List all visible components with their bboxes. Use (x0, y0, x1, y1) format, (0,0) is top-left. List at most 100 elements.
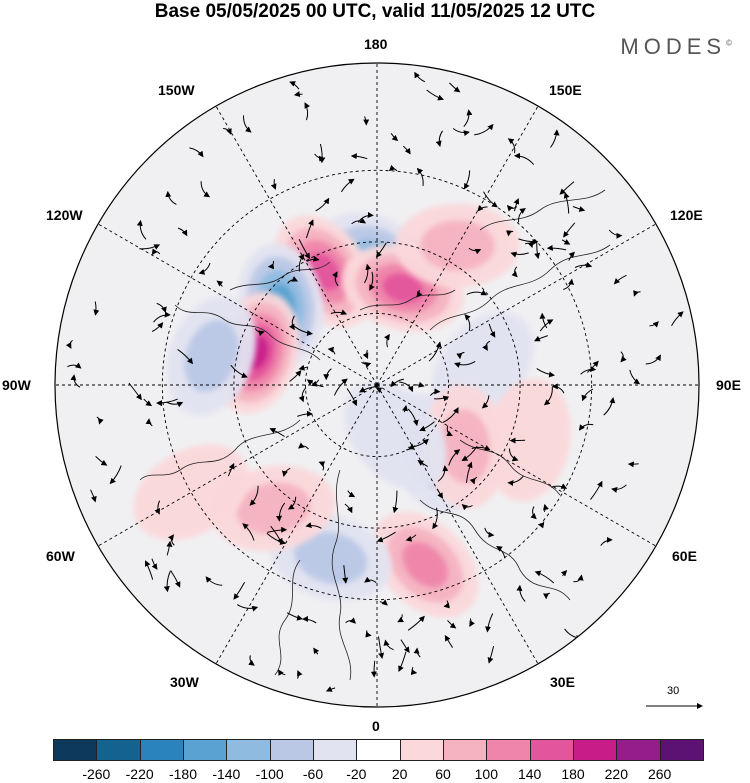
coastline (174, 304, 321, 361)
wind-vector (363, 116, 370, 126)
colorbar-bin (226, 739, 271, 761)
wind-vector (297, 410, 313, 417)
wind-vector (546, 244, 567, 251)
wind-vector (448, 449, 461, 466)
wind-vector (509, 448, 519, 462)
wind-vector (166, 540, 173, 556)
wind-vector (578, 423, 594, 431)
wind-vector (200, 181, 211, 198)
wind-vector (414, 381, 425, 388)
map-title: Base 05/05/2025 00 UTC, valid 11/05/2025… (154, 1, 596, 22)
wind-vector (407, 408, 419, 427)
wind-vector (471, 444, 491, 451)
wind-vector (276, 502, 286, 522)
wind-vector (289, 315, 295, 331)
wind-vector (128, 382, 142, 401)
wind-vector (442, 407, 459, 424)
wind-vector (90, 489, 97, 503)
wind-vector (572, 206, 586, 212)
wind-vector (417, 460, 428, 468)
wind-vector (603, 397, 616, 416)
wind-vector (398, 651, 407, 673)
wind-vector (95, 456, 108, 466)
wind-vector (277, 669, 286, 676)
wind-vector (563, 278, 574, 290)
wind-vector (347, 490, 356, 498)
wind-vectors (65, 71, 684, 692)
wind-vector (145, 560, 154, 580)
wind-vector (446, 425, 453, 437)
reference-vector-label: 30 (667, 685, 680, 697)
wind-vector (156, 302, 167, 313)
wind-vector (496, 545, 506, 559)
wind-vector (156, 398, 178, 407)
wind-vector (216, 280, 224, 287)
wind-vector (327, 346, 336, 355)
wind-vector (362, 349, 369, 360)
wind-vector (397, 614, 404, 623)
wind-vector (270, 525, 283, 545)
colorbar-tick-label: 100 (474, 766, 499, 782)
wind-vector (330, 309, 348, 315)
wind-vector (298, 387, 307, 403)
colorbar-bin (486, 739, 531, 761)
lon-label-90w: 90W (2, 377, 31, 393)
coastline (479, 189, 606, 231)
lon-label-150e: 150E (549, 82, 582, 98)
wind-vector (230, 364, 248, 379)
wind-vector (242, 523, 255, 541)
wind-vector (530, 506, 537, 520)
coastline (139, 419, 301, 481)
wind-vector (289, 81, 300, 90)
wind-vector (198, 262, 211, 275)
wind-vector (378, 636, 385, 659)
colorbar-tick-label: -140 (212, 766, 241, 782)
wind-vector (443, 600, 450, 609)
wind-vector (550, 129, 560, 148)
wind-vector (488, 323, 496, 338)
wind-vector (151, 322, 164, 332)
wind-vector (370, 660, 377, 678)
wind-vector (165, 190, 177, 205)
colorbar-tick-label: 140 (517, 766, 542, 782)
wind-vector (429, 388, 441, 396)
wind-vector (414, 71, 426, 83)
wind-vector (281, 467, 291, 477)
wind-vector (469, 618, 475, 627)
coastline (274, 559, 301, 676)
wind-vector (543, 386, 553, 406)
colorbar-tick-label: 220 (604, 766, 629, 782)
wind-vector (456, 351, 465, 360)
wind-vector (416, 289, 423, 298)
anomaly-contour (236, 482, 311, 534)
colorbar-tick-label: -180 (168, 766, 198, 782)
colorbar-bin (443, 739, 488, 761)
colorbar-tick-label: -60 (302, 766, 324, 782)
wind-vector (483, 191, 498, 208)
lon-label-0: 0 (372, 718, 380, 734)
wind-vector (298, 442, 309, 450)
wind-vector (407, 615, 425, 631)
wind-vector (461, 504, 473, 511)
wind-vector (542, 592, 550, 600)
wind-vector (267, 526, 288, 533)
wind-vector (449, 82, 461, 93)
wind-vector (236, 604, 259, 612)
wind-vector (466, 289, 488, 296)
wind-vector (452, 128, 470, 137)
wind-vector (524, 241, 534, 248)
lon-label-120w: 120W (46, 207, 83, 223)
colorbar-bin (659, 739, 704, 761)
wind-vector (109, 465, 122, 485)
wind-vector (511, 266, 518, 278)
lon-label-30w: 30W (170, 674, 199, 690)
wind-vector (375, 387, 383, 394)
wind-vector (428, 341, 442, 362)
wind-vector (484, 527, 495, 538)
wind-vector (568, 251, 575, 261)
wind-vector (154, 500, 161, 515)
colorbar-bin (356, 739, 401, 761)
wind-vector (65, 339, 73, 349)
anomaly-contour (402, 542, 448, 588)
wind-vector (551, 383, 565, 394)
